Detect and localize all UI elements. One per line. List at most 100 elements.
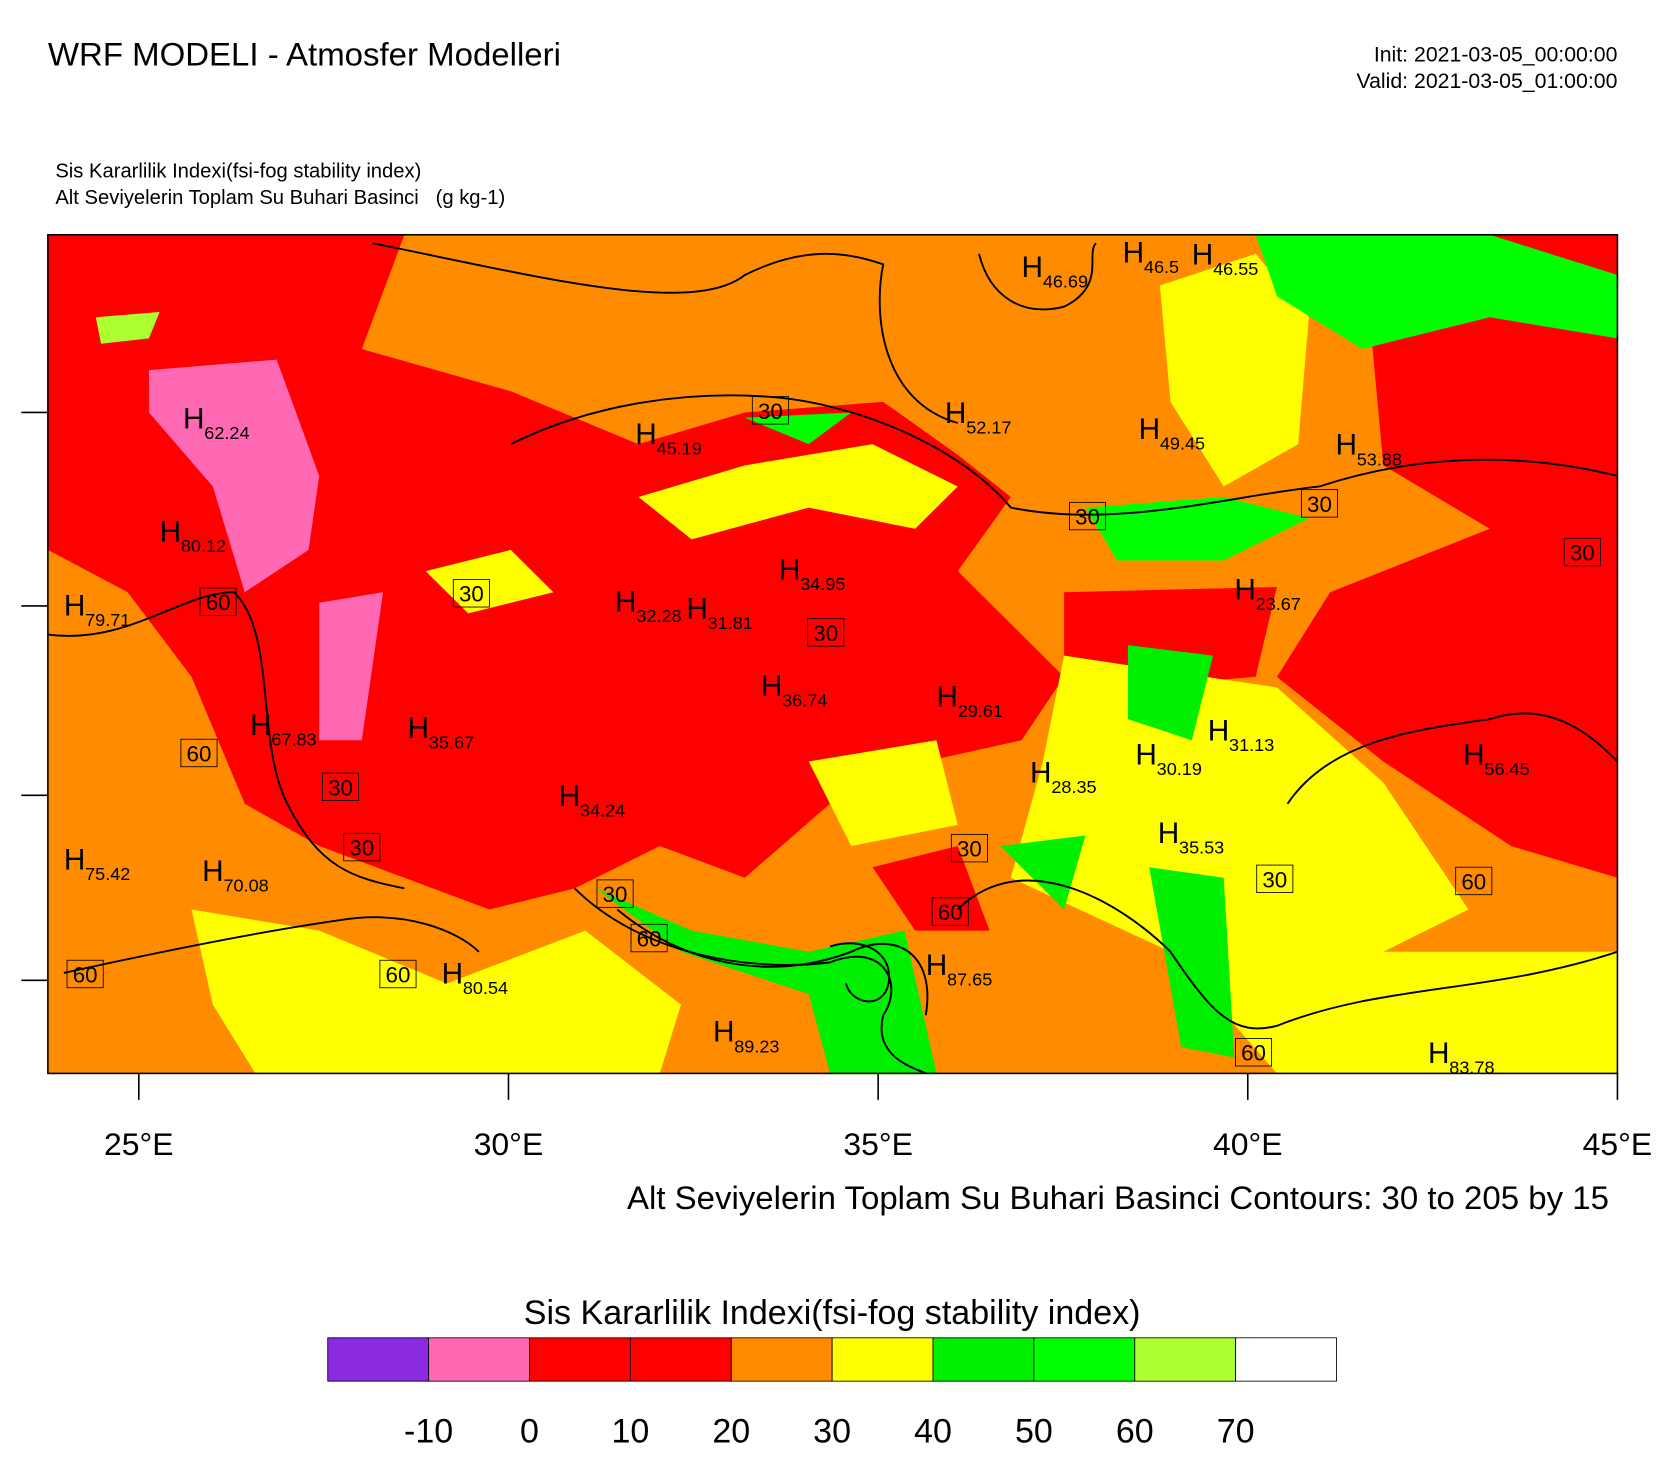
colorbar-cell (327, 1337, 430, 1382)
high-symbol: H (202, 855, 224, 888)
high-symbol: H (635, 418, 657, 451)
colorbar-label: 0 (520, 1413, 539, 1451)
colorbar-label: 60 (1116, 1413, 1154, 1451)
field-yellow (808, 655, 1618, 1074)
contour-label-box (1234, 1038, 1273, 1067)
field-red (1276, 234, 1618, 878)
high-symbol: H (1463, 739, 1485, 772)
colorbar-label: 50 (1015, 1413, 1053, 1451)
high-symbol: H (779, 554, 801, 587)
x-tick-label: 40°E (1213, 1126, 1283, 1162)
high-label: H 35.53 (1158, 817, 1225, 857)
high-symbol: H (559, 780, 581, 813)
high-symbol: H (1428, 1037, 1450, 1070)
contour-labels: 30 30 30 30 30 60 30 60 30 30 30 30 60 30 60 60 60 60 60 (66, 396, 1601, 1067)
colorbar-cell (730, 1337, 833, 1382)
high-label: H 49.45 (1139, 413, 1206, 453)
high-label: H 75.42 (64, 843, 131, 883)
contour-label: 30 (1570, 541, 1595, 566)
high-symbol: H (442, 958, 464, 991)
colorbar-label: 70 (1217, 1413, 1255, 1451)
high-label: H 45.19 (635, 418, 702, 458)
contour-label: 30 (813, 621, 838, 646)
high-value: 34.95 (800, 574, 845, 594)
high-value: 46.5 (1144, 257, 1179, 277)
high-symbol: H (926, 949, 948, 982)
high-symbol: H (1335, 429, 1357, 462)
contour-label: 60 (938, 900, 963, 925)
subtitle: Alt Seviyelerin Toplam Su Buhari Basinci… (55, 187, 505, 209)
high-symbol: H (1030, 757, 1052, 790)
high-symbol: H (64, 590, 86, 623)
high-symbol: H (761, 670, 783, 703)
contour-line (372, 242, 958, 424)
colorbar-label: 20 (712, 1413, 750, 1451)
high-value: 67.83 (271, 730, 316, 750)
high-symbol: H (945, 397, 967, 430)
contour-line (510, 394, 1618, 516)
contour-label-box (1256, 864, 1294, 893)
valid-time: Valid: 2021-03-05_01:00:00 (1356, 70, 1617, 93)
high-label: H 23.67 (1234, 574, 1301, 614)
high-label: H 35.67 (408, 712, 475, 752)
high-value: 75.42 (85, 864, 130, 884)
contour-line (573, 887, 927, 1074)
contour-label: 30 (1262, 867, 1287, 892)
high-label: H 29.61 (936, 681, 1003, 721)
init-time: Init: 2021-03-05_00:00:00 (1374, 43, 1618, 66)
high-label: H 79.71 (64, 590, 131, 630)
high-symbol: H (64, 843, 86, 876)
contour-label-box (379, 959, 417, 989)
high-label: H 83.78 (1428, 1037, 1495, 1073)
field-red (47, 234, 1065, 910)
x-tick-label: 30°E (474, 1126, 544, 1162)
high-value: 45.19 (657, 439, 702, 459)
contour-line (1286, 712, 1618, 805)
colorbar: -10 0 10 20 30 40 50 60 70 (327, 1337, 1337, 1451)
x-tick-label: 25°E (104, 1126, 174, 1162)
high-label: H 53.88 (1335, 429, 1402, 469)
x-tick-label: 35°E (843, 1126, 913, 1162)
contour-label-box (751, 396, 789, 425)
colorbar-label: 10 (611, 1413, 649, 1451)
x-tick-label: 45°E (1583, 1126, 1653, 1162)
high-value: 35.53 (1179, 837, 1224, 857)
contour-label: 60 (206, 590, 231, 615)
colorbar-title: Sis Kararlilik Indexi(fsi-fog stability … (524, 1294, 1141, 1332)
map-frame (47, 233, 1619, 1075)
high-value: 62.24 (204, 423, 249, 443)
high-symbol: H (1192, 238, 1214, 271)
high-symbol: H (1208, 714, 1230, 747)
high-label: H 31.13 (1208, 714, 1275, 754)
high-symbol: H (408, 712, 430, 745)
contour-line (616, 908, 929, 1016)
high-symbol: H (1135, 739, 1157, 772)
contour-label-box (343, 832, 381, 862)
high-value: 46.55 (1213, 259, 1258, 279)
contour-label-box (1068, 501, 1107, 531)
colorbar-cell (428, 1337, 530, 1382)
contour-label: 60 (637, 927, 662, 952)
high-value: 31.81 (708, 613, 753, 633)
contour-label-box (596, 879, 634, 908)
contour-label-box (931, 897, 969, 926)
x-axis: 25°E 30°E 35°E 40°E 45°E (104, 1073, 1653, 1162)
high-label: H 36.74 (761, 670, 828, 710)
contour-label: 30 (1307, 492, 1332, 517)
field-pink (148, 359, 384, 741)
contour-line (829, 942, 891, 1003)
high-symbol: H (615, 585, 637, 618)
high-label: H 70.08 (202, 855, 269, 895)
high-value: 46.69 (1043, 272, 1088, 292)
high-label: H 46.69 (1022, 251, 1089, 291)
high-label: H 80.54 (442, 958, 509, 998)
high-value: 30.19 (1157, 759, 1202, 779)
high-label: H 30.19 (1135, 739, 1202, 779)
field-yellow (191, 909, 682, 1074)
high-label: H 31.81 (686, 593, 753, 633)
contour-label-box (452, 579, 490, 608)
colorbar-cell (1134, 1337, 1237, 1382)
contour-label-box (66, 959, 104, 989)
